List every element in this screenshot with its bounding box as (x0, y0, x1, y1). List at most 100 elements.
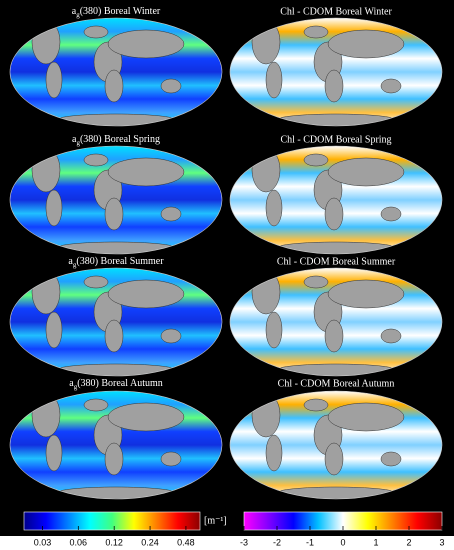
title-prefix: a (68, 256, 73, 267)
landmass (303, 275, 329, 289)
landmass (380, 78, 402, 94)
colorbar-tick-label: 0.48 (177, 537, 195, 547)
title-subscript: g (76, 139, 80, 147)
title-prefix: a (69, 378, 74, 389)
colorbar-tick-label: 0.06 (70, 537, 88, 547)
landmass (107, 402, 185, 432)
landmass (45, 61, 63, 99)
colorbar-unit: [m⁻¹] (204, 515, 227, 526)
colorbar-tick-label: 2 (406, 537, 411, 547)
landmass (303, 398, 329, 412)
colorbar (23, 511, 201, 531)
colorbar-tick-label: 0 (340, 537, 345, 547)
title-text: (380) Boreal Winter (80, 6, 161, 17)
landmass (31, 147, 61, 193)
landmass (55, 363, 177, 376)
landmass (251, 147, 281, 193)
title-subscript: g (73, 261, 77, 269)
panel-title: Chl - CDOM Boreal Summer (277, 256, 396, 267)
title-text: (380) Boreal Spring (80, 134, 160, 145)
colorbar-tick-label: -1 (306, 537, 314, 547)
landmass (380, 328, 402, 344)
landmass (275, 363, 397, 376)
landmass (45, 311, 63, 349)
title-prefix: a (72, 134, 77, 145)
landmass (31, 19, 61, 65)
panel-title: ag(380) Boreal Summer (68, 256, 164, 268)
landmass (55, 113, 177, 126)
map-panel (10, 268, 222, 376)
landmass (265, 434, 283, 472)
landmass (107, 157, 185, 187)
map-outline (9, 17, 223, 127)
title-text: (380) Boreal Summer (76, 256, 164, 267)
colorbar-tick-label: 0.12 (105, 537, 123, 547)
colorbar-tick-label: 0.24 (141, 537, 159, 547)
landmass (324, 442, 344, 476)
landmass (45, 189, 63, 227)
landmass (265, 311, 283, 349)
landmass (251, 392, 281, 438)
landmass (83, 275, 109, 289)
map-panel (230, 268, 442, 376)
landmass (251, 269, 281, 315)
landmass (104, 69, 124, 103)
landmass (83, 153, 109, 167)
panel-title: ag(380) Boreal Winter (72, 6, 161, 18)
landmass (160, 451, 182, 467)
landmass (107, 279, 185, 309)
landmass (45, 434, 63, 472)
map-panel (230, 18, 442, 126)
landmass (55, 486, 177, 499)
map-panel (10, 146, 222, 254)
landmass (31, 269, 61, 315)
landmass (265, 189, 283, 227)
colorbar-tick-label: 0.03 (34, 537, 52, 547)
landmass (324, 69, 344, 103)
landmass (31, 392, 61, 438)
title-subscript: g (74, 383, 78, 391)
map-panel (10, 18, 222, 126)
colorbar-tick-label: 1 (373, 537, 378, 547)
landmass (83, 398, 109, 412)
title-text: (380) Boreal Autumn (77, 378, 163, 389)
map-panel (230, 146, 442, 254)
landmass (104, 319, 124, 353)
landmass (160, 78, 182, 94)
map-panel (10, 391, 222, 499)
panel-title: Chl - CDOM Boreal Spring (280, 134, 391, 145)
landmass (160, 206, 182, 222)
landmass (251, 19, 281, 65)
landmass (380, 206, 402, 222)
landmass (275, 113, 397, 126)
landmass (55, 241, 177, 254)
landmass (275, 241, 397, 254)
landmass (380, 451, 402, 467)
landmass (303, 153, 329, 167)
map-outline (229, 390, 443, 500)
panel-title: ag(380) Boreal Autumn (69, 378, 163, 390)
panel-title: Chl - CDOM Boreal Winter (280, 6, 392, 17)
colorbar-tick-label: -2 (273, 537, 281, 547)
panel-title: Chl - CDOM Boreal Autumn (278, 378, 395, 389)
panel-title: ag(380) Boreal Spring (72, 134, 160, 146)
map-outline (229, 145, 443, 255)
landmass (303, 25, 329, 39)
landmass (83, 25, 109, 39)
landmass (104, 197, 124, 231)
landmass (107, 29, 185, 59)
map-outline (229, 17, 443, 127)
map-panel (230, 391, 442, 499)
landmass (324, 319, 344, 353)
landmass (327, 402, 405, 432)
landmass (327, 279, 405, 309)
colorbar-tick-label: -3 (240, 537, 248, 547)
map-outline (9, 390, 223, 500)
landmass (327, 157, 405, 187)
landmass (327, 29, 405, 59)
title-subscript: g (76, 11, 80, 19)
colorbar-tick-label: 3 (439, 537, 444, 547)
landmass (104, 442, 124, 476)
landmass (265, 61, 283, 99)
